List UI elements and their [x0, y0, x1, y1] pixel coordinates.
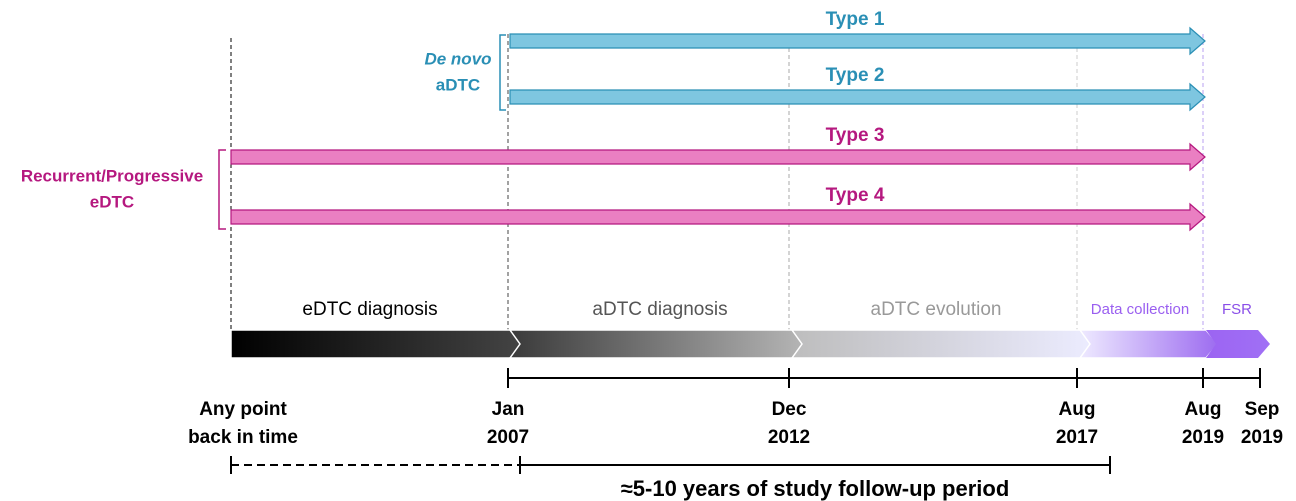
- phase-segment: [230, 329, 523, 359]
- type-label: Type 3: [826, 125, 885, 146]
- timeline-label: back in time: [188, 427, 298, 448]
- phase-segment: [790, 329, 1093, 359]
- timeline-label: 2019: [1241, 427, 1283, 448]
- timeline-label: Jan: [492, 399, 525, 420]
- timeline-label: Aug: [1185, 399, 1222, 420]
- timeline-label: 2017: [1056, 427, 1098, 448]
- type-arrow: [230, 202, 1206, 232]
- timeline-label: 2007: [487, 427, 529, 448]
- guides: [218, 34, 1260, 474]
- phase-label: eDTC diagnosis: [302, 299, 437, 320]
- group-label: De novo: [424, 49, 491, 68]
- phase-label: FSR: [1222, 301, 1252, 318]
- phase-segment: [1078, 329, 1219, 359]
- type-arrow: [509, 82, 1206, 112]
- timeline-label: 2019: [1182, 427, 1224, 448]
- type-label: Type 4: [826, 185, 885, 206]
- timeline-label: 2012: [768, 427, 810, 448]
- group-label: eDTC: [90, 192, 134, 211]
- type-label: Type 2: [826, 65, 885, 86]
- phase-segment: [508, 329, 805, 359]
- type-arrow: [509, 26, 1206, 56]
- timeline-label: Sep: [1245, 399, 1280, 420]
- type-label: Type 1: [826, 9, 885, 30]
- phase-label: Data collection: [1091, 301, 1189, 318]
- phase-label: aDTC evolution: [871, 299, 1002, 320]
- timeline-label: Any point: [199, 399, 287, 420]
- phase-label: aDTC diagnosis: [592, 299, 727, 320]
- group-label: aDTC: [436, 75, 480, 94]
- bracket: [499, 34, 506, 111]
- phase-segment: [1206, 330, 1270, 358]
- type-arrow: [230, 142, 1206, 172]
- footer: ≈5-10 years of study follow-up period: [621, 476, 1010, 501]
- bracket: [218, 149, 226, 230]
- group-label: Recurrent/Progressive: [21, 166, 203, 185]
- timeline-label: Aug: [1059, 399, 1096, 420]
- timeline-label: Dec: [772, 399, 807, 420]
